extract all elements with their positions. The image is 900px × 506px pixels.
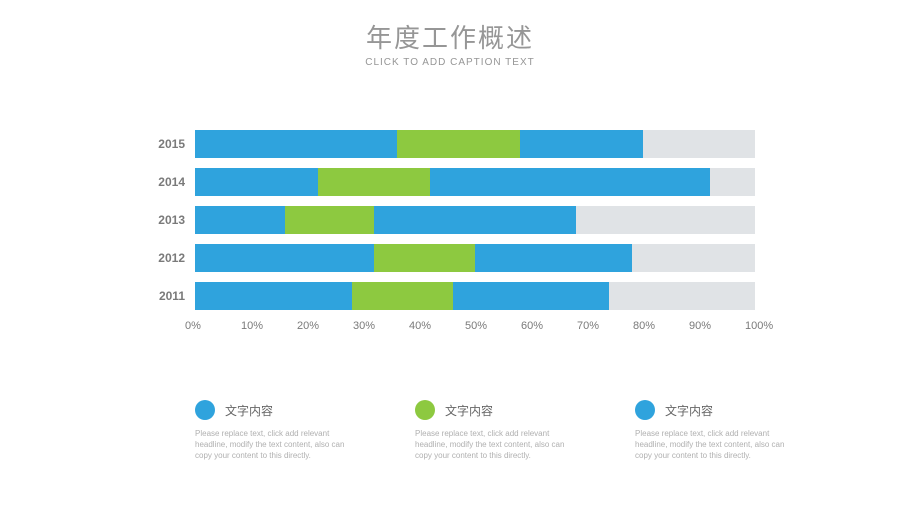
bar-track [195,206,755,234]
title-block: 年度工作概述 CLICK TO ADD CAPTION TEXT [0,0,900,68]
axis-tick: 0% [185,320,241,332]
bar-segment-s1 [195,130,397,158]
bar-segment-s2 [397,130,520,158]
bar-segment-s3 [520,130,643,158]
axis-tick: 40% [409,320,465,332]
bar-segment-s1 [195,244,374,272]
bar-row: 2011 [155,282,755,310]
bar-segment-s2 [352,282,453,310]
axis-tick: 30% [353,320,409,332]
axis-tick: 80% [633,320,689,332]
axis-tick: 60% [521,320,577,332]
bar-segment-s3 [453,282,610,310]
legend-item: 文字内容 Please replace text, click add rele… [195,400,355,462]
bar-segment-s2 [285,206,375,234]
bar-segment-s2 [374,244,475,272]
legend-head: 文字内容 [415,400,575,420]
legend-head: 文字内容 [195,400,355,420]
bar-label: 2011 [155,289,195,303]
stacked-bar-chart: 2015 2014 2013 2012 [155,130,755,332]
bar-track [195,244,755,272]
legend-swatch-icon [195,400,215,420]
bar-segment-remainder [576,206,755,234]
legend-item: 文字内容 Please replace text, click add rele… [415,400,575,462]
legend-label: 文字内容 [665,402,713,419]
bar-segment-s1 [195,206,285,234]
axis-tick: 20% [297,320,353,332]
bar-row: 2012 [155,244,755,272]
legend-swatch-icon [635,400,655,420]
bar-segment-remainder [710,168,755,196]
legend-body: Please replace text, click add relevant … [195,428,355,462]
bar-label: 2014 [155,175,195,189]
legend-body: Please replace text, click add relevant … [415,428,575,462]
legend-head: 文字内容 [635,400,795,420]
bar-segment-s1 [195,282,352,310]
legend-item: 文字内容 Please replace text, click add rele… [635,400,795,462]
bar-track [195,130,755,158]
legend-swatch-icon [415,400,435,420]
bar-label: 2012 [155,251,195,265]
page-subtitle: CLICK TO ADD CAPTION TEXT [0,57,900,68]
bar-label: 2015 [155,137,195,151]
bar-segment-remainder [643,130,755,158]
bar-row: 2013 [155,206,755,234]
page-title: 年度工作概述 [0,18,900,55]
bar-track [195,282,755,310]
bar-segment-s3 [475,244,632,272]
bar-row: 2015 [155,130,755,158]
legend-body: Please replace text, click add relevant … [635,428,795,462]
bar-segment-s2 [318,168,430,196]
legend: 文字内容 Please replace text, click add rele… [195,400,795,462]
bar-segment-remainder [609,282,755,310]
axis-tick: 90% [689,320,745,332]
x-axis: 0% 10% 20% 30% 40% 50% 60% 70% 80% 90% 1… [155,320,755,332]
axis-tick: 10% [241,320,297,332]
bar-segment-remainder [632,244,755,272]
bar-segment-s3 [430,168,710,196]
bar-label: 2013 [155,213,195,227]
axis-tick: 50% [465,320,521,332]
bar-track [195,168,755,196]
legend-label: 文字内容 [445,402,493,419]
bar-row: 2014 [155,168,755,196]
axis-tick: 70% [577,320,633,332]
legend-label: 文字内容 [225,402,273,419]
bar-segment-s3 [374,206,576,234]
bar-segment-s1 [195,168,318,196]
